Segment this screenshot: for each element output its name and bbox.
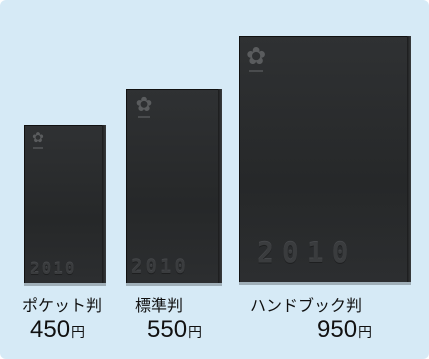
planner-cover-standard[interactable]: ✿ 2010 — [126, 89, 222, 286]
price-value: 450 — [30, 316, 71, 343]
flower-emblem-icon: ✿ — [135, 92, 153, 118]
cover-shadow — [239, 282, 411, 285]
planner-name-handbook: ハンドブック判 — [250, 296, 363, 315]
planner-price-handbook: 950円 — [317, 316, 372, 344]
cover-year: 2010 — [131, 256, 189, 278]
cover-year: 2010 — [257, 236, 357, 269]
planner-price-pocket: 450円 — [30, 316, 85, 344]
price-currency: 円 — [71, 324, 86, 340]
cover-edge — [102, 125, 106, 283]
price-currency: 円 — [358, 324, 373, 340]
price-value: 550 — [147, 316, 188, 343]
flower-emblem-icon: ✿ — [245, 42, 267, 72]
flower-emblem-icon: ✿ — [30, 131, 46, 149]
cover-shadow — [126, 283, 222, 286]
planner-name-pocket: ポケット判 — [22, 296, 103, 315]
planner-cover-handbook[interactable]: ✿ 2010 — [239, 36, 411, 285]
planner-price-standard: 550円 — [147, 316, 202, 344]
planner-cover-pocket[interactable]: ✿ 2010 — [24, 125, 106, 286]
cover-edge — [407, 36, 411, 282]
cover-year: 2010 — [30, 259, 77, 278]
planner-name-standard: 標準判 — [135, 296, 184, 315]
cover-shadow — [24, 283, 106, 286]
price-currency: 円 — [188, 324, 203, 340]
price-value: 950 — [317, 316, 358, 343]
cover-edge — [218, 89, 222, 283]
